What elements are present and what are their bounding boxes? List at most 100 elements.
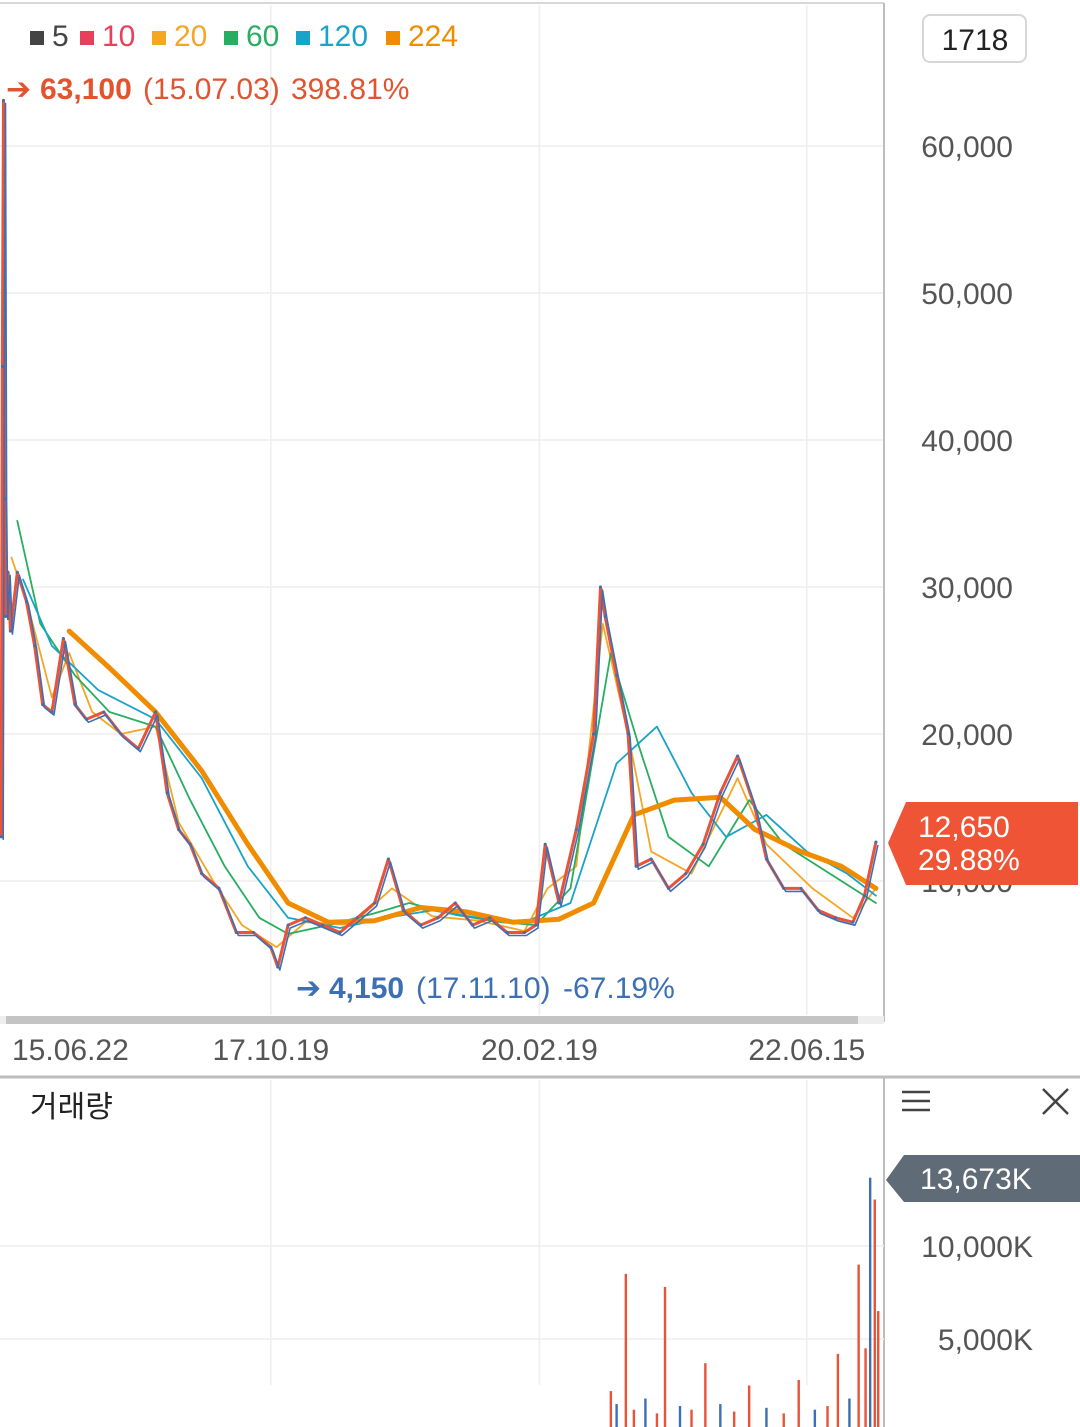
price-point bbox=[753, 806, 757, 809]
price-tick-label: 20,000 bbox=[921, 719, 1013, 752]
high-price-marker: ➔ 63,100 (15.07.03) 398.81% bbox=[6, 73, 409, 106]
ma-legend[interactable]: 5 10 20 60 120 224 bbox=[30, 20, 458, 53]
volume-bar bbox=[690, 1409, 693, 1427]
volume-bar bbox=[704, 1363, 707, 1427]
price-point bbox=[505, 930, 509, 934]
count-badge[interactable]: 1718 bbox=[922, 14, 1027, 63]
scrollbar-thumb[interactable] bbox=[6, 1016, 858, 1024]
price-point bbox=[41, 703, 45, 707]
legend-label-20[interactable]: 20 bbox=[174, 20, 207, 53]
price-point bbox=[15, 570, 19, 574]
current-volume-value: 13,673K bbox=[920, 1163, 1032, 1196]
volume-bar bbox=[644, 1398, 647, 1427]
price-point bbox=[401, 908, 405, 912]
legend-label-60[interactable]: 60 bbox=[246, 20, 279, 53]
price-point bbox=[834, 916, 838, 920]
menu-icon[interactable] bbox=[900, 1090, 934, 1118]
legend-swatch-120 bbox=[296, 31, 310, 45]
legend-swatch-10 bbox=[80, 31, 94, 45]
price-point bbox=[649, 857, 653, 861]
price-point bbox=[598, 585, 602, 589]
price-point bbox=[269, 945, 273, 949]
price-point bbox=[3, 497, 7, 501]
volume-bar bbox=[624, 1273, 628, 1427]
price-point bbox=[84, 717, 88, 721]
time-tick-label: 20.02.19 bbox=[481, 1034, 598, 1067]
price-point bbox=[217, 886, 221, 890]
volume-bar bbox=[747, 1385, 751, 1427]
price-tick-label: 30,000 bbox=[921, 572, 1013, 605]
price-point bbox=[782, 886, 786, 890]
volume-bar bbox=[848, 1398, 851, 1427]
current-price-value: 12,650 bbox=[918, 811, 1010, 844]
price-tick-label: 60,000 bbox=[921, 131, 1013, 164]
price-point bbox=[386, 857, 390, 861]
price-point bbox=[8, 629, 12, 633]
price-point bbox=[534, 923, 538, 927]
volume-bar bbox=[797, 1379, 800, 1427]
price-point bbox=[718, 791, 722, 795]
price-point bbox=[557, 901, 561, 905]
volume-bar bbox=[836, 1353, 840, 1427]
price-point bbox=[188, 842, 192, 846]
high-price-date: (15.07.03) bbox=[143, 73, 280, 106]
time-tick-label: 22.06.15 bbox=[748, 1034, 865, 1067]
price-tick-label: 40,000 bbox=[921, 425, 1013, 458]
legend-label-10[interactable]: 10 bbox=[102, 20, 135, 53]
price-point bbox=[0, 835, 3, 839]
volume-bar bbox=[868, 1177, 872, 1427]
price-point bbox=[874, 840, 878, 844]
time-tick-label: 15.06.22 bbox=[12, 1034, 129, 1067]
price-point bbox=[436, 916, 440, 920]
price-point bbox=[119, 732, 123, 736]
volume-tick-label: 10,000K bbox=[921, 1231, 1033, 1264]
price-point bbox=[666, 886, 670, 890]
price-line-red bbox=[0, 98, 878, 969]
high-price-pct: 398.81% bbox=[291, 73, 409, 106]
price-point bbox=[303, 916, 307, 920]
price-point bbox=[799, 886, 803, 890]
ma-line-20 bbox=[10, 556, 877, 948]
volume-bar bbox=[813, 1409, 817, 1427]
volume-bar bbox=[864, 1348, 867, 1427]
volume-gridlines bbox=[0, 1245, 884, 1340]
price-point bbox=[615, 673, 619, 677]
volume-bar bbox=[857, 1264, 860, 1427]
price-point bbox=[543, 842, 547, 846]
volume-bar bbox=[782, 1413, 785, 1427]
current-price-change: 29.88% bbox=[918, 844, 1020, 877]
high-price-value: 63,100 bbox=[40, 73, 132, 106]
volume-bar bbox=[609, 1391, 613, 1427]
volume-bar bbox=[873, 1199, 876, 1427]
price-point bbox=[276, 965, 280, 969]
time-scrollbar[interactable] bbox=[0, 1016, 884, 1024]
low-price-date: (17.11.10) bbox=[416, 972, 551, 1005]
volume-bar bbox=[877, 1311, 880, 1427]
price-point bbox=[102, 710, 106, 714]
price-point bbox=[136, 747, 140, 751]
price-point bbox=[634, 864, 638, 868]
price-point bbox=[61, 636, 65, 640]
price-point bbox=[73, 703, 77, 707]
volume-bar bbox=[765, 1407, 768, 1427]
low-price-pct: -67.19% bbox=[563, 972, 675, 1005]
close-icon[interactable] bbox=[1038, 1084, 1074, 1120]
price-point bbox=[4, 614, 8, 618]
legend-swatch-5 bbox=[30, 31, 44, 45]
legend-label-224[interactable]: 224 bbox=[408, 20, 458, 53]
price-point bbox=[252, 930, 256, 934]
ma-line-120 bbox=[22, 578, 877, 929]
price-point bbox=[234, 930, 238, 934]
volume-bar bbox=[719, 1404, 722, 1427]
volume-y-axis: 10,000K 5,000K bbox=[921, 1231, 1033, 1357]
current-price-tag: 12,650 29.88% bbox=[888, 802, 1078, 885]
price-point bbox=[321, 923, 325, 927]
price-point bbox=[177, 828, 181, 832]
price-point bbox=[286, 923, 290, 927]
legend-label-120[interactable]: 120 bbox=[318, 20, 368, 53]
legend-label-5[interactable]: 5 bbox=[52, 20, 69, 53]
low-price-marker: ➔ 4,150 (17.11.10) -67.19% bbox=[296, 972, 675, 1005]
price-point bbox=[592, 732, 596, 736]
price-point bbox=[488, 916, 492, 920]
